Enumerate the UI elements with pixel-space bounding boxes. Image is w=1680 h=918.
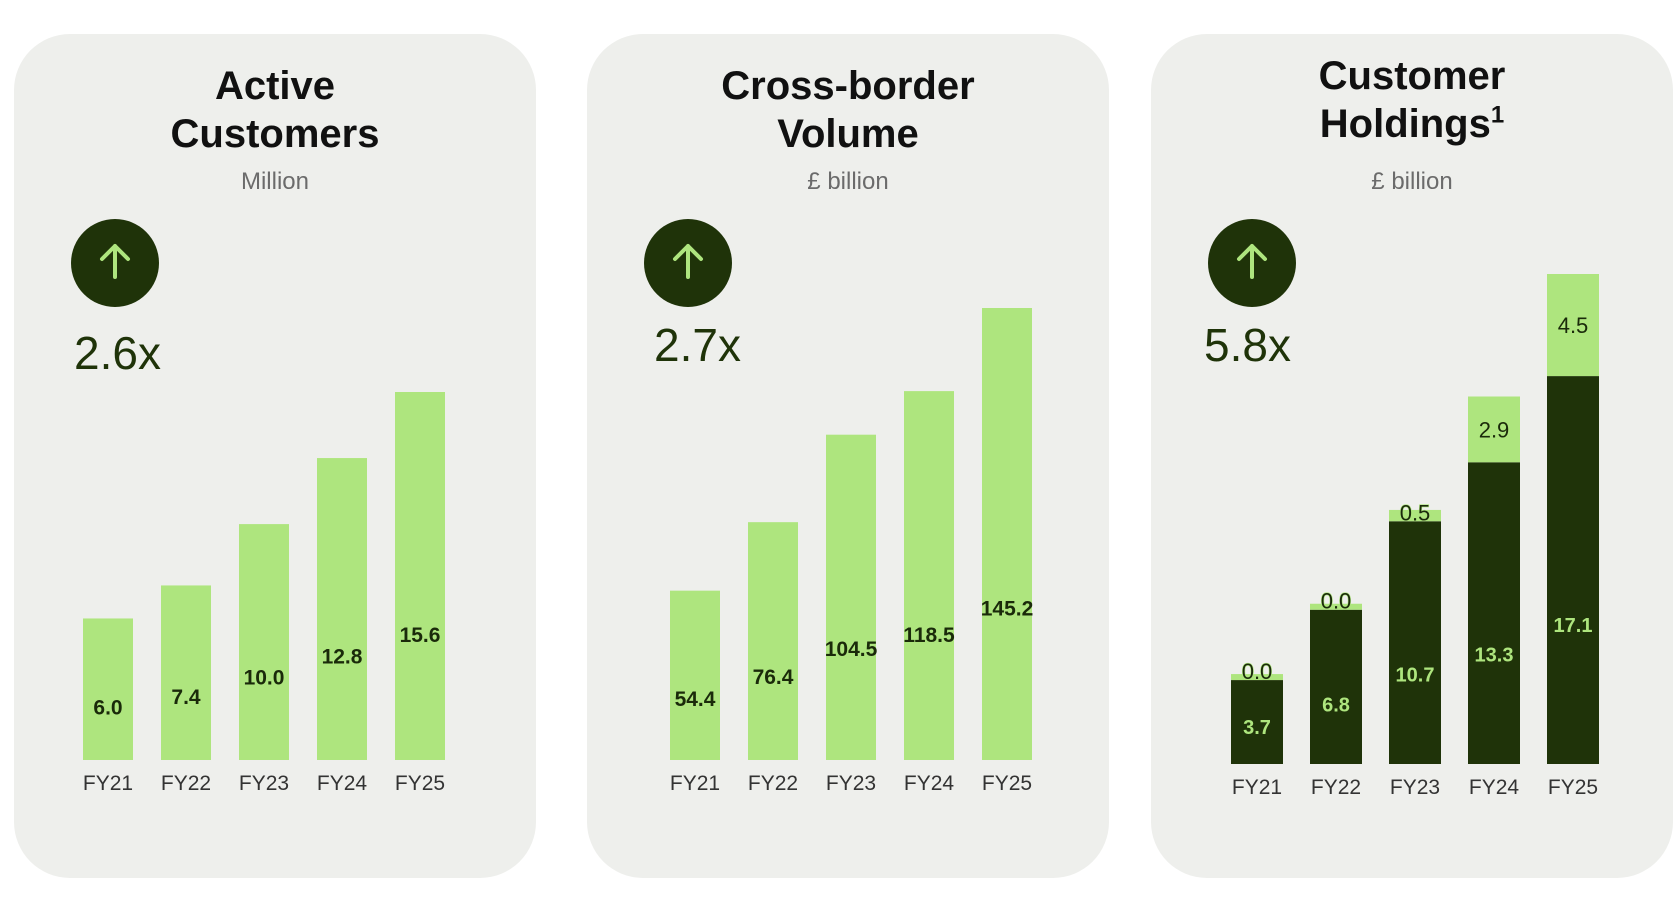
- card-unit: £ billion: [807, 168, 889, 195]
- customer-holdings-stacked-bar-chart: 3.7 0.0 FY21 6.8 0.0 FY22 10.7 0.5 FY23 13.3 2.9 FY…: [1231, 274, 1599, 799]
- bar-value-label: 76.4: [753, 666, 794, 689]
- active-customers-card: Active Customers Million 2.6x 6.0 FY21 7.4…: [14, 34, 536, 878]
- bar-base-value-label: 17.1: [1554, 615, 1593, 637]
- growth-multiplier: 5.8x: [1204, 319, 1291, 371]
- category-label-fy22: FY22: [161, 772, 211, 795]
- card-unit: £ billion: [1371, 168, 1453, 195]
- category-label-fy23: FY23: [1390, 776, 1440, 799]
- bar-fy22: [161, 585, 211, 760]
- bar-segment-top-fy22: [1310, 603, 1362, 610]
- category-label-fy24: FY24: [904, 772, 955, 795]
- category-label-fy21: FY21: [83, 772, 133, 795]
- bar-segment-top-fy24: [1468, 396, 1520, 463]
- bar-segment-base-fy22: [1310, 609, 1362, 764]
- bar-fy21: [83, 618, 133, 760]
- bar-segment-base-fy25: [1547, 376, 1599, 764]
- bar-segment-base-fy23: [1389, 521, 1441, 764]
- bar-segment-top-fy25: [1547, 274, 1599, 377]
- bar-base-value-label: 10.7: [1396, 664, 1435, 686]
- bar-segment-top-fy21: [1231, 674, 1283, 681]
- bar-fy22: [748, 522, 798, 760]
- category-label-fy24: FY24: [317, 772, 368, 795]
- card-title-line1: Active: [214, 64, 336, 108]
- category-label-fy25: FY25: [395, 772, 445, 795]
- bar-segment-base-fy24: [1468, 462, 1520, 764]
- category-label-fy22: FY22: [1311, 776, 1361, 799]
- bar-value-label: 15.6: [400, 624, 441, 647]
- card-title-line1: Cross-border: [721, 64, 975, 108]
- category-label-fy25: FY25: [1548, 776, 1598, 799]
- customer-holdings-card: Customer Holdings1 £ billion 5.8x 3.7 0.0…: [1151, 34, 1673, 878]
- bar-value-label: 10.0: [244, 667, 285, 690]
- bar-top-value-label: 0.5: [1400, 500, 1431, 525]
- bar-value-label: 6.0: [93, 697, 122, 720]
- bar-base-value-label: 13.3: [1475, 644, 1514, 666]
- footnote-marker: 1: [1490, 101, 1505, 129]
- bar-value-label: 54.4: [675, 688, 716, 711]
- bar-top-value-label: 4.5: [1558, 313, 1589, 338]
- bar-fy25: [395, 392, 445, 760]
- category-label-fy21: FY21: [1232, 776, 1282, 799]
- bar-top-value-label: 0.0: [1321, 589, 1352, 614]
- bar-value-label: 104.5: [825, 638, 878, 661]
- arrow-up-icon: [644, 219, 732, 307]
- cross-border-volume-bar-chart: 54.4 FY21 76.4 FY22 104.5 FY23 118.5 FY24 145.2 F…: [670, 308, 1034, 795]
- bar-segment-top-fy23: [1389, 509, 1441, 522]
- bar-fy25: [982, 308, 1032, 760]
- bar-value-label: 145.2: [981, 597, 1034, 620]
- arrow-up-icon: [71, 219, 159, 307]
- category-label-fy23: FY23: [826, 772, 876, 795]
- category-label-fy24: FY24: [1469, 776, 1520, 799]
- bar-value-label: 118.5: [903, 624, 955, 647]
- card-title-text: Holdings: [1319, 102, 1491, 146]
- arrow-up-icon: [1208, 219, 1296, 307]
- category-label-fy21: FY21: [670, 772, 720, 795]
- bar-fy23: [826, 434, 876, 760]
- bar-value-label: 12.8: [322, 645, 363, 668]
- bar-fy23: [239, 524, 289, 760]
- card-title-line2: Holdings1: [1151, 100, 1673, 148]
- growth-multiplier: 2.7x: [654, 319, 741, 371]
- bar-value-label: 7.4: [171, 686, 201, 709]
- active-customers-bar-chart: 6.0 FY21 7.4 FY22 10.0 FY23 12.8 FY24 15.6 FY25: [83, 392, 445, 795]
- category-label-fy25: FY25: [982, 772, 1032, 795]
- card-title-line2: Volume: [777, 112, 919, 156]
- category-label-fy23: FY23: [239, 772, 289, 795]
- cross-border-volume-card: Cross-border Volume £ billion 2.7x 54.4 F…: [587, 34, 1109, 878]
- card-title-line2: Customers: [170, 112, 380, 156]
- bar-segment-base-fy21: [1231, 680, 1283, 764]
- bar-fy24: [317, 458, 367, 760]
- bar-fy21: [670, 590, 720, 760]
- bar-base-value-label: 6.8: [1322, 695, 1350, 717]
- bar-top-value-label: 0.0: [1242, 659, 1273, 684]
- card-unit: Million: [240, 168, 309, 195]
- bar-top-value-label: 2.9: [1479, 417, 1510, 442]
- category-label-fy22: FY22: [748, 772, 798, 795]
- bar-fy24: [904, 391, 954, 760]
- growth-multiplier: 2.6x: [74, 327, 161, 379]
- bar-base-value-label: 3.7: [1243, 717, 1271, 739]
- card-title-line1: Customer: [1318, 54, 1506, 98]
